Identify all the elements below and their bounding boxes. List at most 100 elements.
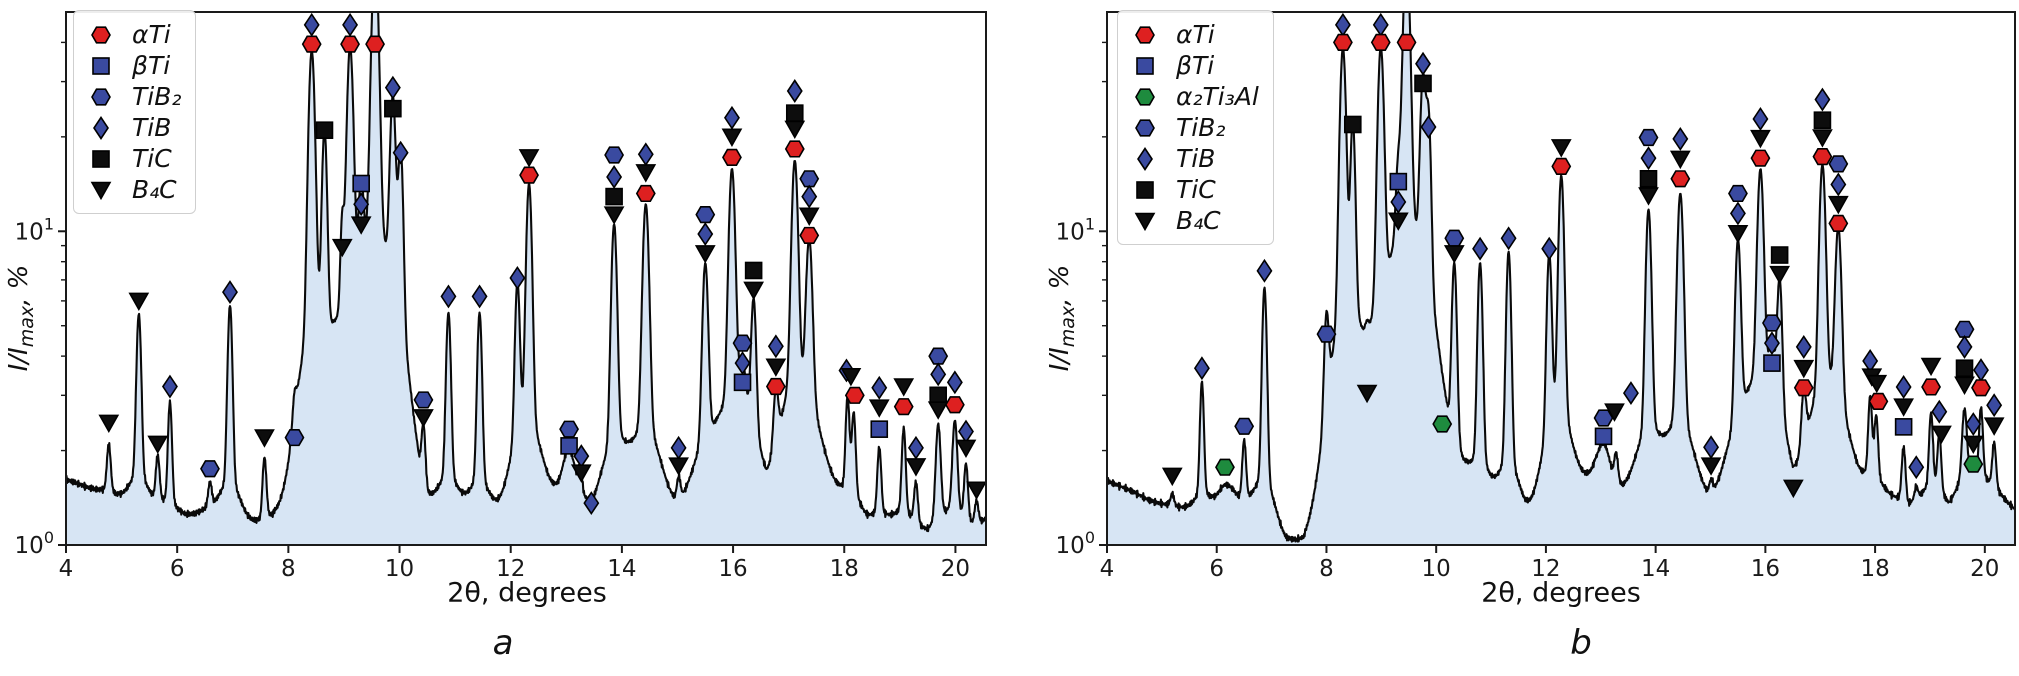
B4C-marker-icon [603,206,625,225]
TiB-marker-icon [1965,412,1982,436]
TiC-legend-icon [84,147,118,171]
TiB-marker-icon [1415,51,1431,76]
panel-letter-a: a [492,623,514,663]
legend-entry-bTi: βTi [84,50,181,81]
TiB-marker-icon [161,374,178,399]
TiB-marker-icon [786,79,803,103]
x-tick-label: 18 [1860,556,1889,582]
legend-entry-bTi: βTi [1128,50,1259,81]
TiB2-marker-icon [91,87,111,106]
B4C-marker-icon [1387,212,1409,231]
aTi-marker-icon [1750,149,1771,167]
ylabel-a-sub: max [16,305,39,348]
TiB-marker-icon [767,334,784,359]
TiC-marker-icon [92,149,110,168]
legend-entry-aTi: αTi [84,19,181,50]
TiB2-marker-icon [732,334,753,352]
legend-label-B4C: B₄C [1176,206,1221,235]
TiB-marker-icon [670,435,687,460]
B4C-marker-icon [1669,150,1691,170]
B4C-marker-icon [1954,376,1975,395]
aTi-marker-icon [91,25,111,44]
x-tick-label: 16 [1751,556,1780,582]
aTi-marker-icon [635,184,656,203]
legend-entry-TiC: TiC [84,143,181,174]
phase-markers-b [1161,12,2005,499]
B4C-marker-icon [927,401,949,420]
aTi-marker-icon [722,148,742,166]
aTi-marker-icon [765,377,786,396]
TiB2-legend-icon [84,85,118,109]
x-tick-label: 4 [1100,556,1115,582]
bTi-marker-icon [733,373,752,392]
TiB-marker-icon [697,222,714,246]
axis-ticks-a: 4 6 8 10 12 14 16 18 20 100 101 [15,41,970,582]
aTi-marker-icon [1396,33,1417,52]
legend-label-bTi: βTi [132,51,171,80]
bTi-marker-icon [870,420,889,438]
aTi-marker-icon [1971,379,1991,397]
B4C-marker-icon [413,409,434,428]
TiB2-marker-icon [1638,128,1659,147]
aTi-marker-icon [893,398,914,416]
bTi-marker-icon [1136,56,1154,75]
TiB2-marker-icon [1444,229,1465,247]
B4C-marker-icon [893,378,915,397]
legend-entry-TiB2: TiB₂ [84,81,181,112]
TiB-marker-icon [353,192,370,217]
legend-entry-B4C: B₄C [1128,205,1259,236]
B4C-marker-icon [90,181,112,200]
bTi-legend-icon [84,54,118,78]
a2Ti3Al-marker-icon [1432,415,1453,433]
TiB-marker-icon [1908,455,1925,480]
TiC-marker-icon [1770,246,1789,264]
B4C-marker-icon [1827,195,1849,215]
x-tick-label: 6 [170,556,185,582]
TiB-marker-icon [1931,399,1948,424]
TiB2-marker-icon [1762,314,1782,332]
B4C-marker-icon [1920,357,1942,377]
TiB2-marker-icon [200,460,220,478]
aTi-marker-icon [844,386,865,404]
legend-entry-a2Ti3Al: α₂Ti₃Al [1128,81,1259,112]
TiB2-marker-icon [1954,320,1975,338]
plot-frame-b [1106,11,2016,546]
B4C-marker-icon [1962,435,1984,455]
aTi-marker-icon [1135,25,1155,44]
TiB2-marker-icon [1728,184,1748,203]
x-tick-label: 10 [385,556,414,582]
TiB2-marker-icon [1234,417,1255,435]
panel-b: 4 6 8 10 12 14 16 18 20 100 101 [1056,11,2016,582]
TiC-marker-icon [1955,359,1974,378]
B4C-marker-icon [1750,129,1771,149]
ylabel-a-main: I/I [3,347,34,372]
B4C-marker-icon [147,435,169,455]
TiC-marker-icon [384,99,402,118]
B4C-marker-icon [1931,425,1952,445]
TiB-marker-icon [1137,146,1153,171]
aTi-marker-icon [340,35,360,53]
B4C-marker-icon [743,281,765,301]
x-tick-label: 20 [941,556,970,582]
B4C-marker-icon [784,120,806,140]
TiB-marker-icon [1256,258,1273,283]
TiB-marker-icon [1795,334,1812,359]
TiB-marker-icon [222,280,238,305]
TiC-marker-icon [1813,111,1832,129]
legend-label-bTi: βTi [1176,51,1215,80]
B4C-marker-icon [331,238,353,258]
aTi-marker-icon [1793,379,1814,397]
B4C-legend-icon [1128,209,1162,233]
x-tick-label: 14 [1641,556,1670,582]
aTi-legend-icon [84,23,118,47]
TiB-marker-icon [1763,331,1780,356]
TiB-marker-icon [871,375,888,400]
TiC-marker-icon [744,261,763,280]
x-tick-label: 12 [496,556,525,582]
TiB-marker-icon [1830,172,1847,197]
axis-ticks-b: 4 6 8 10 12 14 16 18 20 100 101 [1056,41,1999,582]
TiB-marker-icon [946,370,963,395]
B4C-marker-icon [128,292,150,312]
diffraction-trace-fill-b [1107,12,2015,545]
TiB2-marker-icon [413,391,434,409]
